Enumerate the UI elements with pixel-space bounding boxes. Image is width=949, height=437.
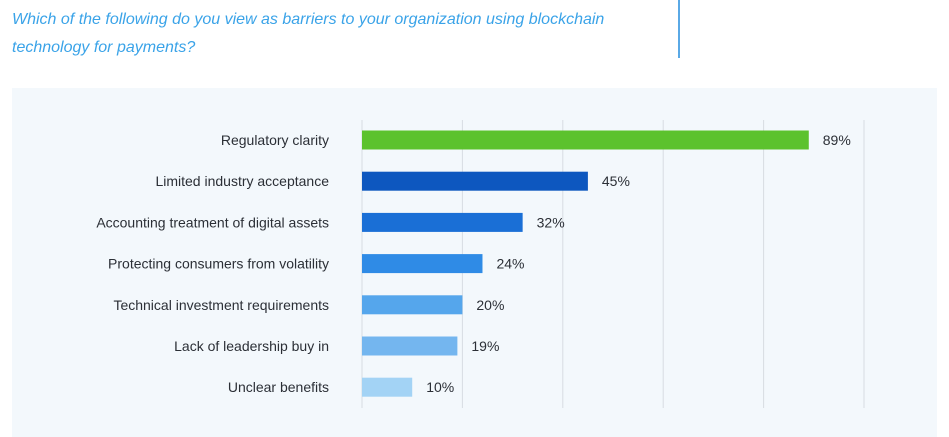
value-label: 45%	[602, 173, 630, 189]
value-label: 32%	[537, 214, 565, 230]
value-label: 20%	[476, 297, 504, 313]
category-label: Technical investment requirements	[113, 297, 329, 313]
gridlines	[361, 120, 865, 408]
bar	[362, 377, 413, 397]
survey-question: Which of the following do you view as ba…	[12, 11, 605, 56]
category-label: Protecting consumers from volatility	[108, 256, 329, 272]
value-label: 19%	[471, 338, 499, 354]
bar	[362, 295, 463, 315]
category-label: Lack of leadership buy in	[174, 338, 329, 354]
value-label: 89%	[823, 132, 851, 148]
bars	[362, 130, 809, 397]
bar	[362, 171, 588, 191]
category-label: Unclear benefits	[228, 379, 329, 395]
labels: Regulatory clarity 89% Limited industry ac…	[96, 132, 850, 395]
value-label: 24%	[496, 256, 524, 272]
category-label: Limited industry acceptance	[155, 173, 329, 189]
vertical-divider	[678, 0, 680, 58]
category-label: Regulatory clarity	[221, 132, 329, 148]
bar	[362, 254, 483, 274]
bar	[362, 212, 523, 232]
category-label: Accounting treatment of digital assets	[96, 214, 329, 230]
value-label: 10%	[426, 379, 454, 395]
bar	[362, 336, 458, 356]
bar	[362, 130, 809, 150]
